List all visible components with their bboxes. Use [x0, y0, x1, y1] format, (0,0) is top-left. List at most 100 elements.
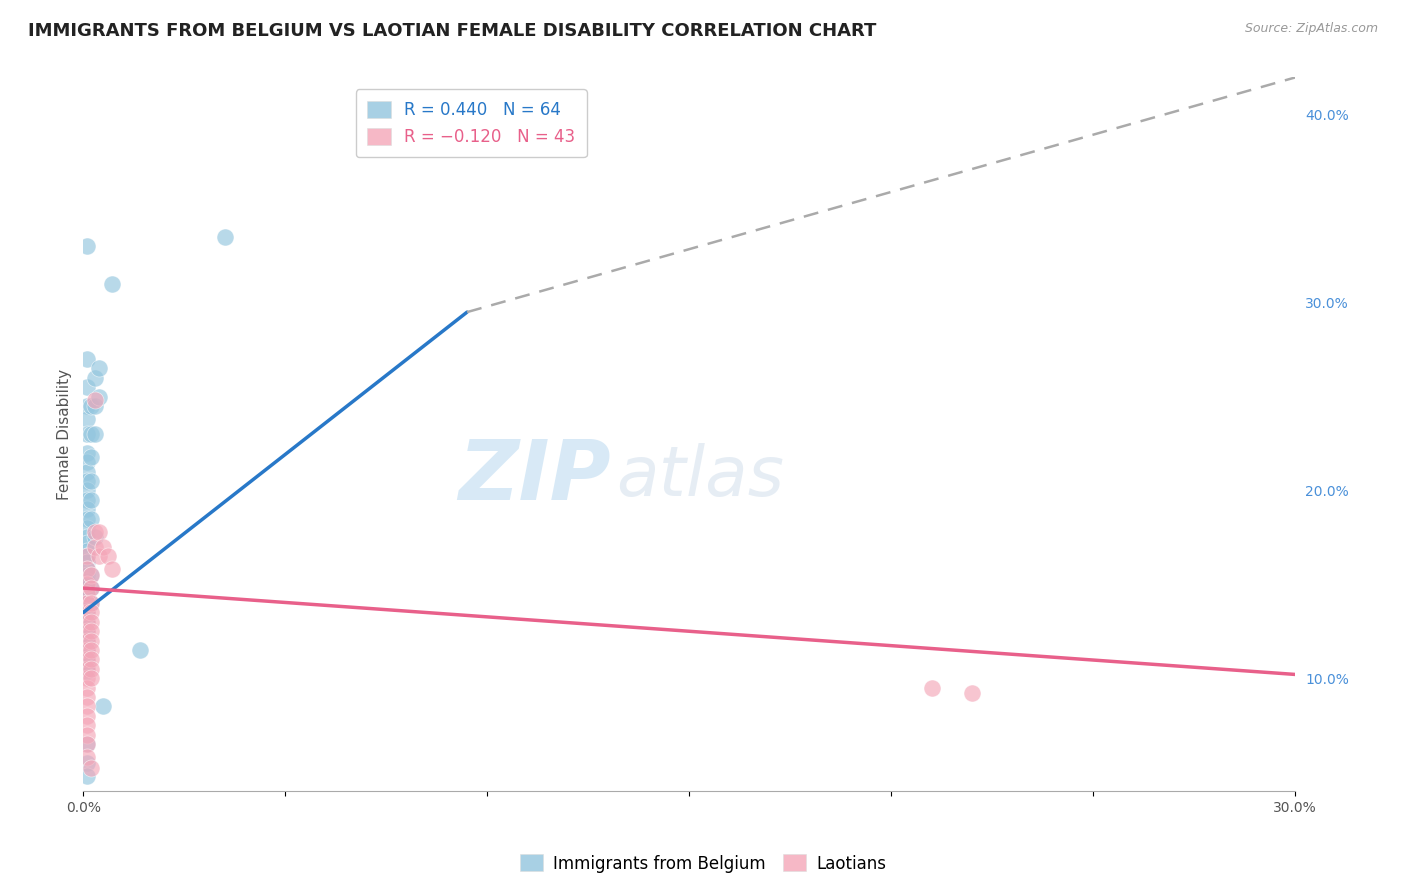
Point — [76, 239, 98, 253]
Point — [76, 671, 98, 685]
Point — [76, 643, 98, 657]
Point — [76, 699, 98, 714]
Point — [76, 662, 98, 676]
Legend: R = 0.440   N = 64, R = −0.120   N = 43: R = 0.440 N = 64, R = −0.120 N = 43 — [356, 89, 586, 157]
Point — [76, 543, 98, 558]
Point — [76, 756, 98, 770]
Point — [76, 511, 98, 525]
Point — [76, 615, 98, 629]
Point — [76, 769, 98, 783]
Point — [76, 427, 98, 442]
Point — [76, 483, 98, 498]
Point — [960, 686, 983, 700]
Point — [76, 681, 98, 695]
Point — [80, 474, 103, 488]
Point — [76, 587, 98, 601]
Text: IMMIGRANTS FROM BELGIUM VS LAOTIAN FEMALE DISABILITY CORRELATION CHART: IMMIGRANTS FROM BELGIUM VS LAOTIAN FEMAL… — [28, 22, 876, 40]
Point — [76, 690, 98, 704]
Point — [80, 606, 103, 620]
Point — [80, 568, 103, 582]
Y-axis label: Female Disability: Female Disability — [58, 368, 72, 500]
Point — [76, 750, 98, 764]
Point — [80, 596, 103, 610]
Point — [84, 393, 107, 408]
Point — [76, 611, 98, 625]
Point — [76, 652, 98, 666]
Point — [84, 427, 107, 442]
Point — [76, 474, 98, 488]
Point — [76, 599, 98, 614]
Point — [76, 640, 98, 654]
Legend: Immigrants from Belgium, Laotians: Immigrants from Belgium, Laotians — [513, 847, 893, 880]
Point — [76, 654, 98, 668]
Point — [76, 648, 98, 663]
Point — [214, 230, 236, 244]
Point — [100, 562, 122, 576]
Point — [80, 633, 103, 648]
Point — [76, 624, 98, 639]
Point — [84, 530, 107, 544]
Point — [76, 633, 98, 648]
Point — [76, 536, 98, 550]
Point — [76, 606, 98, 620]
Point — [89, 549, 111, 564]
Point — [80, 581, 103, 595]
Point — [76, 643, 98, 657]
Point — [80, 568, 103, 582]
Point — [76, 465, 98, 479]
Point — [76, 549, 98, 564]
Point — [128, 643, 150, 657]
Point — [80, 492, 103, 507]
Point — [76, 562, 98, 576]
Point — [76, 412, 98, 426]
Point — [80, 761, 103, 775]
Point — [76, 577, 98, 591]
Point — [76, 446, 98, 460]
Point — [76, 380, 98, 394]
Point — [76, 596, 98, 610]
Point — [76, 727, 98, 741]
Point — [76, 530, 98, 544]
Point — [80, 399, 103, 413]
Point — [76, 352, 98, 367]
Point — [80, 511, 103, 525]
Point — [76, 633, 98, 648]
Point — [76, 587, 98, 601]
Point — [84, 524, 107, 539]
Point — [76, 521, 98, 535]
Point — [89, 390, 111, 404]
Point — [921, 681, 943, 695]
Point — [80, 615, 103, 629]
Point — [76, 399, 98, 413]
Point — [76, 502, 98, 516]
Point — [76, 615, 98, 629]
Text: atlas: atlas — [617, 443, 785, 510]
Point — [76, 574, 98, 588]
Point — [76, 568, 98, 582]
Point — [80, 596, 103, 610]
Point — [76, 562, 98, 576]
Point — [76, 658, 98, 673]
Point — [76, 592, 98, 607]
Point — [80, 427, 103, 442]
Point — [96, 549, 118, 564]
Point — [76, 577, 98, 591]
Point — [76, 630, 98, 644]
Point — [76, 555, 98, 569]
Point — [93, 540, 115, 554]
Point — [84, 399, 107, 413]
Text: ZIP: ZIP — [458, 436, 610, 517]
Point — [80, 671, 103, 685]
Point — [76, 620, 98, 634]
Point — [76, 737, 98, 751]
Point — [76, 455, 98, 469]
Point — [76, 606, 98, 620]
Text: Source: ZipAtlas.com: Source: ZipAtlas.com — [1244, 22, 1378, 36]
Point — [89, 361, 111, 376]
Point — [80, 662, 103, 676]
Point — [76, 664, 98, 678]
Point — [80, 581, 103, 595]
Point — [84, 371, 107, 385]
Point — [93, 699, 115, 714]
Point — [84, 540, 107, 554]
